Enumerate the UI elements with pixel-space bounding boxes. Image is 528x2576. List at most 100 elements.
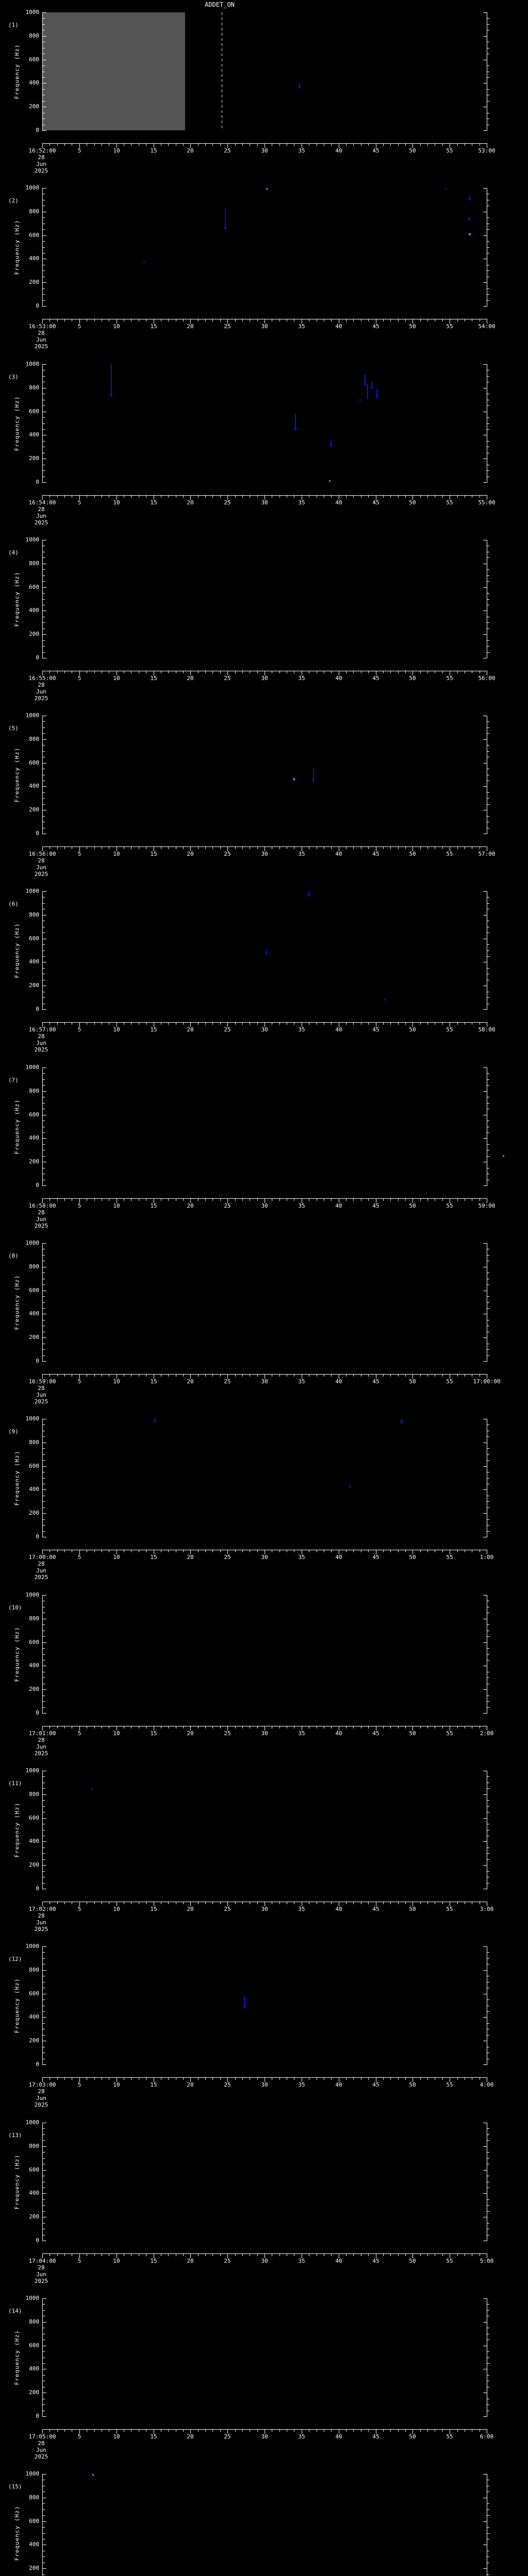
y-axis-tick (483, 306, 487, 307)
y-axis-tick (487, 1085, 489, 1086)
x-axis-tick (390, 847, 391, 849)
date-label: 28 (38, 682, 45, 688)
y-axis-tick (487, 441, 489, 442)
y-axis-tick (43, 652, 45, 653)
x-axis-tick (279, 2254, 280, 2256)
y-tick-label: 800 (29, 32, 39, 39)
x-axis-tick (57, 1902, 58, 1904)
spectrogram-panel: (7) Frequency (Hz) 0 200 400 600 800 1000 5 10 15 2… (0, 1055, 528, 1231)
x-tick-label: 40 (335, 499, 342, 506)
x-axis-tick (242, 1023, 243, 1025)
x-axis-end-time-label: 2:00 (480, 1730, 494, 1737)
x-axis-tick (190, 671, 191, 675)
y-axis-tick (483, 1138, 487, 1139)
x-axis-tick (190, 2430, 191, 2434)
x-axis-tick (427, 2430, 428, 2432)
x-axis-tick (405, 2430, 406, 2432)
y-axis-tick (487, 470, 489, 471)
x-tick-label: 50 (409, 1026, 416, 1033)
y-axis-tick (43, 804, 45, 805)
x-tick-label: 15 (150, 2081, 157, 2088)
y-axis-tick (43, 2503, 45, 2504)
x-axis-tick (94, 144, 95, 146)
x-axis-tick (383, 1023, 384, 1025)
spectrogram-panel: (15)Frequency (Hz)0200400600800100051015… (0, 2462, 528, 2576)
x-tick-label: 25 (224, 2258, 231, 2264)
y-axis-tick (43, 1531, 45, 1532)
x-tick-label: 55 (446, 1906, 453, 1912)
frequency-axis-title-text: Frequency (Hz) (13, 2154, 21, 2210)
y-axis-tick (487, 2223, 489, 2224)
frequency-axis-title-text: Frequency (Hz) (13, 1802, 21, 1858)
x-tick-label: 10 (113, 499, 120, 506)
y-tick-label: 200 (29, 1334, 39, 1341)
y-tick-label: 0 (36, 1885, 39, 1892)
x-axis-tick (198, 1550, 199, 1552)
x-axis-tick (420, 1023, 421, 1025)
y-axis-tick (483, 1466, 487, 1467)
x-axis-tick (235, 2254, 236, 2256)
y-axis-tick (43, 1788, 45, 1789)
y-axis-tick (487, 1296, 489, 1297)
y-axis-tick (43, 593, 45, 594)
x-axis-end-time-label: 56:00 (478, 675, 496, 682)
y-axis-tick (483, 1713, 487, 1714)
x-axis-tick (257, 1375, 258, 1377)
x-axis-tick (183, 496, 184, 498)
y-axis-tick (43, 1144, 45, 1145)
y-axis-tick (43, 2474, 46, 2475)
y-axis-tick (487, 89, 489, 90)
x-axis-tick (64, 496, 65, 498)
y-axis-tick (43, 2515, 45, 2516)
spectrogram-panel: (6) Frequency (Hz) 0 200 400 600 800 1000 5 10 15 2… (0, 879, 528, 1055)
x-tick-label: 35 (298, 1378, 305, 1385)
detection-mark-arrowhead (468, 198, 471, 201)
y-tick-label: 400 (29, 1838, 39, 1844)
x-axis-tick (442, 496, 443, 498)
x-tick-label: 55 (446, 323, 453, 330)
detection-mark (111, 364, 112, 395)
x-axis-tick (235, 671, 236, 673)
x-axis-tick (257, 1726, 258, 1728)
x-axis-tick (383, 144, 384, 146)
date-label: Jun (36, 2271, 46, 2278)
x-axis-tick (190, 144, 191, 148)
x-axis-tick (457, 144, 458, 146)
y-axis-tick (487, 270, 489, 271)
x-axis-tick (427, 1902, 428, 1904)
x-axis-tick (353, 1902, 354, 1904)
x-tick-label: 30 (261, 2081, 268, 2088)
x-axis-tick (279, 2078, 280, 2080)
detection-mark (143, 261, 145, 263)
y-axis-left (42, 188, 43, 307)
x-axis-tick (353, 319, 354, 321)
x-axis-tick (227, 2254, 228, 2258)
y-axis-tick (43, 294, 45, 295)
y-tick-label: 800 (29, 2494, 39, 2501)
x-axis-tick (183, 2254, 184, 2256)
y-axis-tick (43, 2298, 46, 2299)
y-axis-tick (487, 1448, 489, 1449)
x-axis-tick (212, 2078, 213, 2080)
y-axis-tick (487, 1436, 489, 1437)
x-axis-tick (412, 671, 413, 675)
y-axis-tick (43, 423, 45, 424)
y-axis-tick (43, 12, 46, 13)
y-axis-tick (43, 2017, 46, 2018)
detection-mark (308, 891, 309, 895)
y-tick-label: 0 (36, 479, 39, 485)
x-axis-tick (79, 2430, 80, 2434)
y-axis-tick (43, 1302, 45, 1303)
y-axis-tick (487, 622, 489, 623)
x-axis-tick (279, 1199, 280, 1201)
x-tick-label: 20 (187, 1730, 194, 1737)
x-axis-tick (383, 2254, 384, 2256)
x-axis-tick (420, 144, 421, 146)
x-tick-label: 25 (224, 2433, 231, 2440)
x-tick-label: 55 (446, 499, 453, 506)
x-axis-tick (390, 1902, 391, 1904)
x-axis-tick (457, 496, 458, 498)
y-tick-label: 400 (29, 2013, 39, 2020)
y-axis-tick (487, 2128, 489, 2129)
y-tick-label: 1000 (25, 1240, 40, 1246)
